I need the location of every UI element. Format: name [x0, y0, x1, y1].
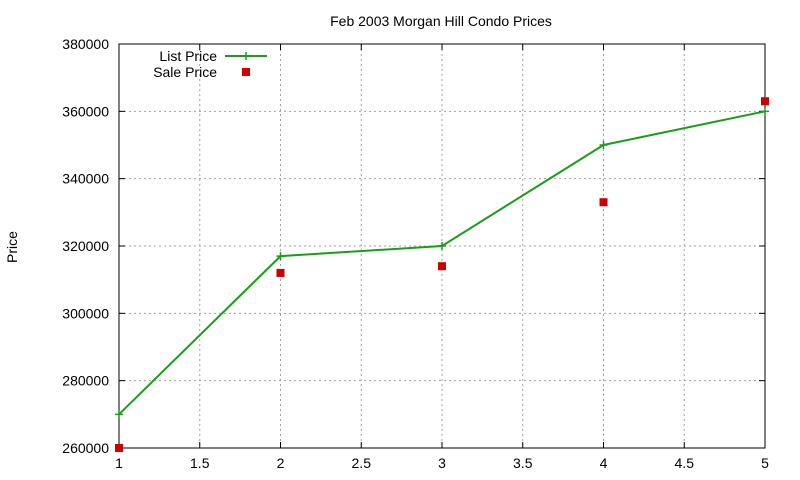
- legend-label: List Price: [159, 48, 217, 64]
- legend-label: Sale Price: [153, 64, 217, 80]
- data-point: [761, 107, 769, 116]
- x-tick-label: 5: [761, 455, 769, 471]
- x-tick-label: 4.5: [675, 455, 695, 471]
- x-tick-label: 1.5: [190, 455, 210, 471]
- y-tick-label: 280000: [62, 373, 109, 389]
- data-point: [599, 141, 608, 149]
- y-axis: 260000 280000 300000 320000 340000 360000 3800…: [62, 36, 765, 456]
- x-tick-label: 3: [438, 455, 446, 471]
- data-point: [276, 252, 285, 261]
- data-point: [438, 242, 446, 250]
- y-tick-label: 380000: [62, 36, 109, 52]
- y-tick-label: 340000: [62, 171, 109, 187]
- y-tick-label: 260000: [62, 440, 109, 456]
- y-tick-label: 320000: [62, 238, 109, 254]
- x-tick-label: 3.5: [513, 455, 533, 471]
- y-tick-label: 300000: [62, 305, 109, 321]
- x-axis: 1 1.5 2 2.5 3 3.5 4 4.5 5: [115, 44, 769, 471]
- data-point: [438, 262, 446, 271]
- data-point: [761, 97, 769, 106]
- legend-swatch: [242, 68, 250, 76]
- data-point: [115, 410, 123, 419]
- data-point: [599, 198, 608, 207]
- x-tick-label: 2: [277, 455, 285, 471]
- data-point: [276, 268, 285, 277]
- y-axis-label: Price: [4, 231, 20, 263]
- chart-title: Feb 2003 Morgan Hill Condo Prices: [330, 13, 552, 29]
- x-tick-label: 4: [600, 455, 608, 471]
- series-list-price: [115, 107, 769, 419]
- y-tick-label: 360000: [62, 103, 109, 119]
- x-tick-label: 1: [115, 455, 123, 471]
- data-point: [115, 444, 123, 452]
- series-layer: [115, 97, 769, 452]
- x-tick-label: 2.5: [352, 455, 372, 471]
- series-sale-price: [115, 97, 769, 452]
- legend-marker: [242, 52, 250, 60]
